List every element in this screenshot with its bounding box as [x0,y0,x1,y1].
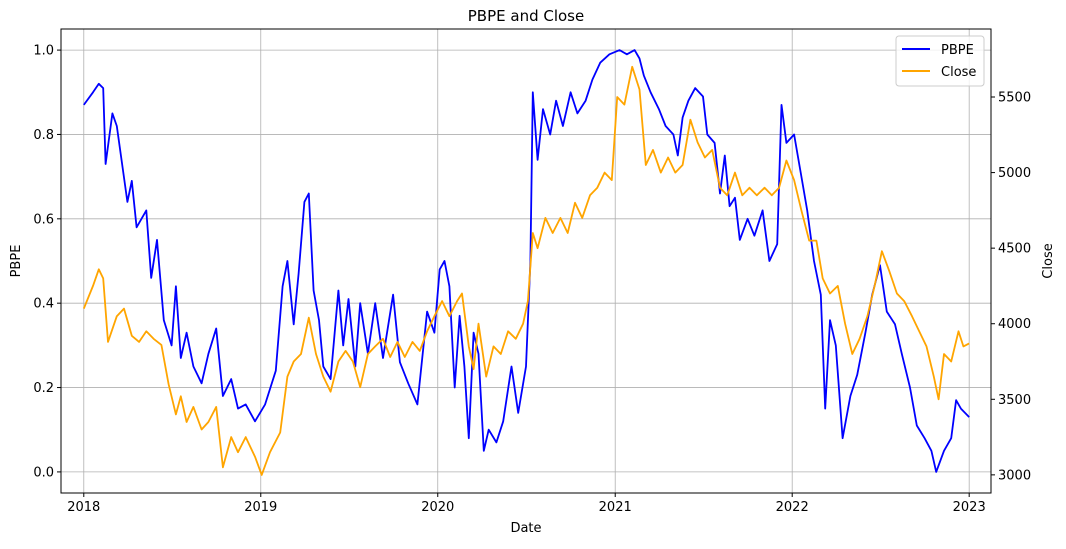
y-axis-right: 3000 3500 4000 4500 5000 5500 [991,91,1031,483]
grid-layer [61,29,991,493]
y2-tick-label: 4000 [998,317,1031,332]
plot-frame [60,28,992,494]
x-axis-label: Date [510,521,541,536]
y2-axis-label: Close [1041,243,1056,278]
x-tick-label: 2018 [67,500,100,515]
y-tick-label: 0.8 [33,128,54,143]
y-tick-label: 0.4 [33,297,54,312]
y2-tick-label: 4500 [998,242,1031,257]
x-tick-label: 2020 [421,500,454,515]
y2-tick-label: 3500 [998,393,1031,408]
y-tick-label: 1.0 [33,44,54,59]
y-axis-left: 0.0 0.2 0.4 0.6 0.8 1.0 [33,44,61,480]
x-tick-label: 2022 [776,500,809,515]
x-tick-label: 2019 [244,500,277,515]
legend-label-close: Close [941,65,976,80]
chart-title: PBPE and Close [468,7,584,25]
x-tick-label: 2023 [953,500,986,515]
series-line-close [82,65,970,476]
series-line-pbpe [83,49,970,473]
legend-label-pbpe: PBPE [941,43,974,58]
y-axis-label: PBPE [9,245,24,278]
y2-tick-label: 5000 [998,166,1031,181]
y-tick-label: 0.6 [33,212,54,227]
y2-tick-label: 5500 [998,91,1031,106]
series-layer [82,49,970,476]
y2-tick-label: 3000 [998,468,1031,483]
x-tick-label: 2021 [599,500,632,515]
y-tick-label: 0.0 [33,465,54,480]
x-axis: 2018 2019 2020 2021 2022 2023 [67,493,986,515]
plot-area [61,29,991,493]
legend: PBPE Close [895,35,985,87]
y-tick-label: 0.2 [33,381,54,396]
